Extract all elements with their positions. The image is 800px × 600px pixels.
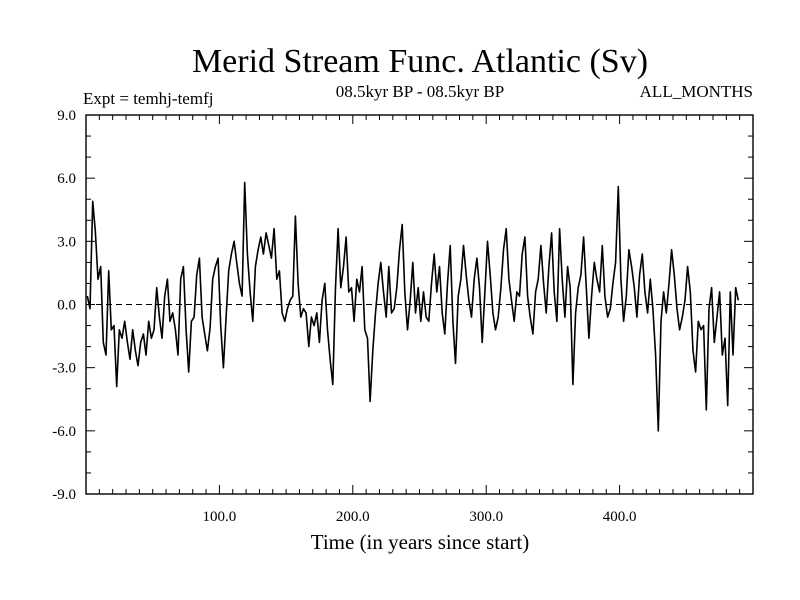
series-line	[86, 181, 740, 432]
y-tick-label: 6.0	[57, 171, 76, 187]
y-tick-label: 9.0	[57, 108, 76, 124]
x-tick-label: 100.0	[203, 509, 237, 525]
x-tick-label: 300.0	[469, 509, 503, 525]
x-tick-label: 400.0	[603, 509, 637, 525]
x-axis-title: Time (in years since start)	[311, 530, 530, 554]
chart-title: Merid Stream Func. Atlantic (Sv)	[192, 43, 648, 80]
y-tick-label: -9.0	[52, 487, 76, 503]
x-axis-labels: 100.0 200.0 300.0 400.0	[203, 509, 637, 525]
y-tick-label: 0.0	[57, 298, 76, 314]
chart-subtitle: 08.5kyr BP - 08.5kyr BP	[336, 82, 504, 101]
x-tick-label: 200.0	[336, 509, 370, 525]
months-label: ALL_MONTHS	[640, 82, 753, 101]
y-tick-label: -6.0	[52, 424, 76, 440]
plot-frame	[85, 114, 754, 495]
axis-ticks	[86, 115, 753, 494]
y-axis-labels: -9.0 -6.0 -3.0 0.0 3.0 6.0 9.0	[52, 108, 76, 503]
y-tick-label: 3.0	[57, 234, 76, 250]
y-tick-label: -3.0	[52, 361, 76, 377]
experiment-label: Expt = temhj-temfj	[83, 89, 213, 108]
